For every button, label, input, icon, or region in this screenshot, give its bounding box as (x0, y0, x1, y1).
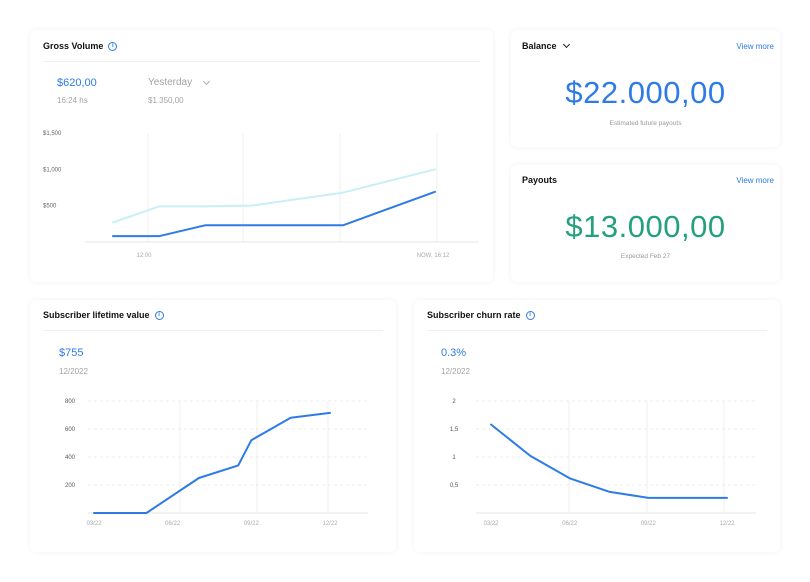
series-line (490, 423, 728, 499)
x-tick-label: 06/22 (165, 521, 181, 527)
payouts-title: Payouts (522, 175, 557, 185)
ltv-card: Subscriber lifetime value i $755 12/2022… (30, 300, 396, 552)
gross-volume-value: $620,00 (57, 77, 97, 89)
balance-amount: $22.000,00 (565, 75, 726, 110)
y-tick-label: 1 (452, 455, 456, 461)
y-tick-label: $500 (43, 204, 57, 210)
payouts-caption: Expected Feb 27 (620, 253, 671, 260)
y-tick-label: 200 (65, 483, 76, 489)
y-tick-label: 800 (65, 399, 76, 405)
x-tick-label: 03/22 (483, 521, 499, 527)
compare-value: $1.350,00 (148, 96, 184, 105)
compare-label: Yesterday (148, 77, 193, 88)
payouts-amount: $13.000,00 (565, 209, 726, 244)
chevron-down-icon (562, 40, 570, 49)
gross-volume-title-text: Gross Volume (43, 41, 104, 51)
x-tick-label: 09/22 (641, 521, 657, 527)
info-icon[interactable]: i (154, 310, 164, 320)
info-icon[interactable]: i (525, 310, 535, 320)
y-tick-label: 0,5 (450, 483, 459, 489)
series-line (93, 411, 331, 514)
gross-volume-title: Gross Volume i (43, 41, 118, 51)
balance-view-more-link[interactable]: View more (736, 42, 774, 51)
churn-value: 0.3% (441, 347, 467, 359)
gross-volume-chart: $500 $1,000 $1,500 12:00 NOW, 16:12 (43, 131, 479, 259)
churn-chart: 0,5 1 1,5 2 03/22 06/22 09/22 12/22 (450, 399, 756, 527)
y-tick-label: $1,000 (43, 167, 62, 173)
series-line-today (112, 190, 436, 238)
payouts-title-text: Payouts (522, 175, 558, 185)
info-icon[interactable]: i (108, 41, 118, 51)
gross-volume-time: 16:24 hs (57, 96, 88, 105)
x-tick-label: 06/22 (562, 521, 578, 527)
ltv-title: Subscriber lifetime value i (43, 310, 164, 320)
balance-card: Balance View more $22.000,00 Estimated f… (511, 30, 780, 147)
gross-volume-card: Gross Volume i $620,00 16:24 hs Yesterda… (30, 30, 493, 282)
series-line-yesterday (112, 168, 436, 224)
balance-title-text: Balance (522, 41, 557, 51)
balance-caption: Estimated future payouts (609, 120, 682, 127)
x-tick-label: 12/22 (719, 521, 735, 527)
churn-date: 12/2022 (441, 367, 470, 376)
y-tick-label: $1,500 (43, 131, 62, 137)
y-tick-label: 600 (65, 427, 76, 433)
ltv-date: 12/2022 (59, 367, 88, 376)
y-tick-label: 2 (452, 399, 456, 405)
churn-card: Subscriber churn rate i 0.3% 12/2022 0,5… (414, 300, 780, 552)
ltv-chart: 200 400 600 800 03/22 06/22 09/22 12/22 (65, 399, 368, 527)
compare-dropdown[interactable]: Yesterday (148, 77, 211, 88)
x-tick-label: 09/22 (244, 521, 260, 527)
x-tick-label: 03/22 (86, 521, 102, 527)
x-tick-label: 12:00 (136, 253, 152, 259)
churn-title-text: Subscriber churn rate (427, 310, 521, 320)
y-tick-label: 400 (65, 455, 76, 461)
payouts-view-more-link[interactable]: View more (736, 176, 774, 185)
churn-divider (427, 330, 767, 331)
x-tick-label: 12/22 (322, 521, 338, 527)
payouts-card: Payouts View more $13.000,00 Expected Fe… (511, 165, 780, 282)
x-tick-label: NOW, 16:12 (417, 253, 450, 259)
ltv-title-text: Subscriber lifetime value (43, 310, 150, 320)
churn-title: Subscriber churn rate i (427, 310, 535, 320)
ltv-value: $755 (59, 347, 84, 359)
y-tick-label: 1,5 (450, 427, 459, 433)
ltv-divider (43, 330, 383, 331)
gross-volume-divider (43, 61, 480, 62)
balance-title[interactable]: Balance (522, 40, 570, 51)
